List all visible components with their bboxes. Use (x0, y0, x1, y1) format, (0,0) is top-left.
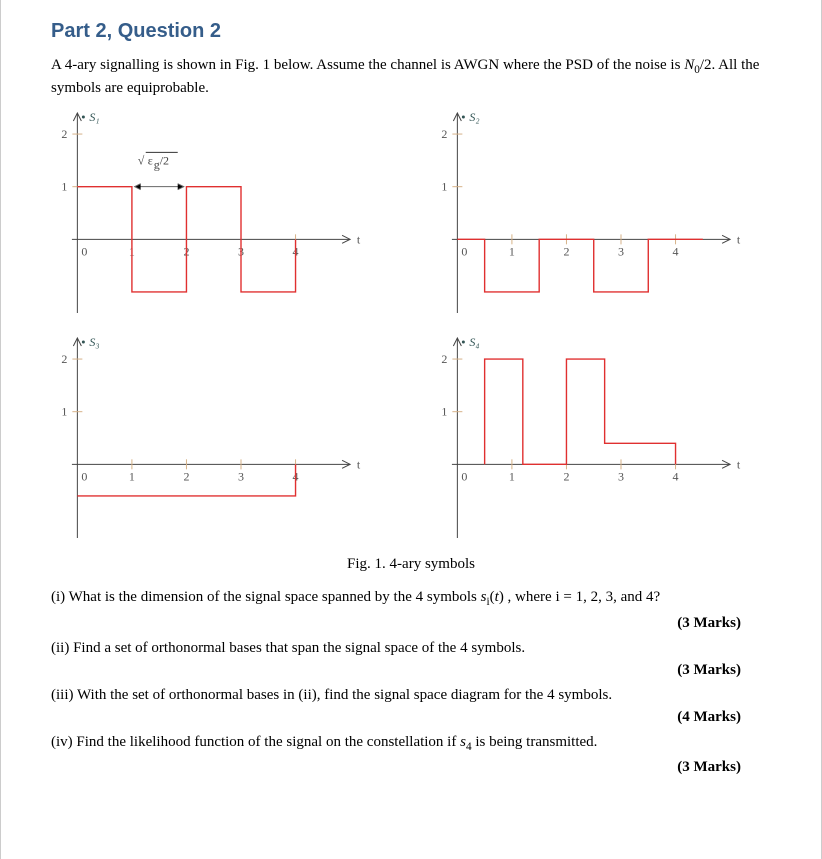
svg-text:ε: ε (148, 154, 153, 168)
question-i: (i) What is the dimension of the signal … (51, 587, 771, 610)
svg-text:2: 2 (563, 245, 569, 259)
marks-iii: (4 Marks) (51, 709, 771, 726)
svg-text:1: 1 (509, 245, 515, 259)
svg-text:3: 3 (618, 245, 624, 259)
svg-text:2: 2 (183, 470, 189, 484)
intro-text: A 4-ary signalling is shown in Fig. 1 be… (51, 55, 771, 98)
svg-text:2: 2 (441, 352, 447, 366)
svg-text:2: 2 (441, 127, 447, 141)
svg-text:2: 2 (61, 352, 67, 366)
svg-text:1: 1 (61, 405, 67, 419)
svg-text:4: 4 (673, 470, 679, 484)
svg-text:√: √ (138, 154, 145, 168)
svg-text:1: 1 (61, 180, 67, 194)
page: Part 2, Question 2 A 4-ary signalling is… (0, 0, 822, 859)
svg-text:1: 1 (441, 405, 447, 419)
marks-iv: (3 Marks) (51, 759, 771, 776)
svg-text:2: 2 (61, 127, 67, 141)
chart-s3: 0123412tS₃ (51, 333, 391, 548)
chart-s1: 0123412tS₁√εg/2 (51, 108, 391, 323)
svg-text:2: 2 (563, 470, 569, 484)
question-ii: (ii) Find a set of orthonormal bases tha… (51, 638, 771, 658)
svg-text:3: 3 (238, 470, 244, 484)
svg-text:4: 4 (673, 245, 679, 259)
chart-s4: 0 1 2 3 4 1 2 t S₄ (431, 333, 771, 548)
charts-grid: 0123412tS₁√εg/2 0123412tS₂ 0123412tS₃ 01… (51, 108, 771, 548)
question-iv: (iv) Find the likelihood function of the… (51, 732, 771, 755)
svg-text:t: t (357, 233, 361, 247)
svg-text:0: 0 (81, 470, 87, 484)
svg-text:1: 1 (441, 180, 447, 194)
svg-text:0: 0 (461, 245, 467, 259)
svg-text:/2: /2 (160, 154, 169, 168)
svg-text:S₁: S₁ (89, 110, 99, 124)
svg-text:t: t (357, 458, 361, 472)
svg-text:3: 3 (618, 470, 624, 484)
svg-text:0: 0 (461, 470, 467, 484)
svg-text:0: 0 (81, 245, 87, 259)
chart-s2: 0 1 2 3 4 1 2 t S₂ (431, 108, 771, 323)
marks-i: (3 Marks) (51, 615, 771, 632)
svg-text:S₃: S₃ (89, 335, 99, 349)
question-iii: (iii) With the set of orthonormal bases … (51, 685, 771, 705)
svg-text:S₄: S₄ (469, 335, 479, 349)
svg-text:1: 1 (509, 470, 515, 484)
svg-text:t: t (737, 458, 741, 472)
figure-caption: Fig. 1. 4-ary symbols (51, 556, 771, 573)
svg-text:t: t (737, 233, 741, 247)
svg-text:1: 1 (129, 470, 135, 484)
question-header: Part 2, Question 2 (51, 20, 771, 43)
svg-text:S₂: S₂ (469, 110, 479, 124)
marks-ii: (3 Marks) (51, 662, 771, 679)
